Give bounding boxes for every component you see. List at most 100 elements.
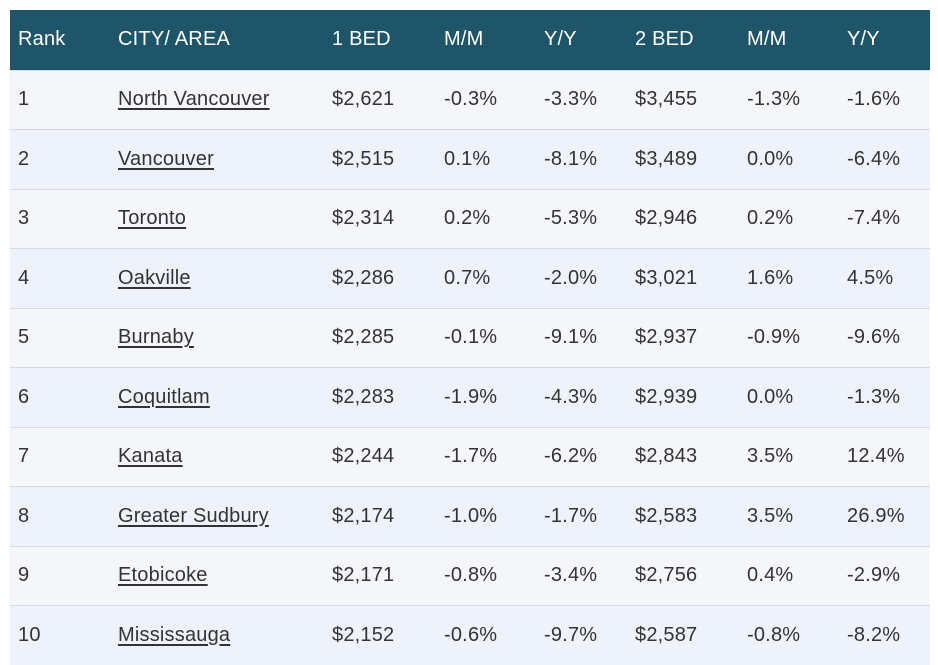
bed2-yy-cell: -1.6% <box>847 88 901 111</box>
table-row: 3 Toronto $2,314 0.2% -5.3% $2,946 0.2% … <box>10 189 930 249</box>
table-header: Rank CITY/ AREA 1 BED M/M Y/Y 2 BED M/M … <box>10 10 930 70</box>
bed1-mm-cell: 0.2% <box>444 207 491 230</box>
rank-cell: 10 <box>18 624 41 646</box>
table-row: 7 Kanata $2,244 -1.7% -6.2% $2,843 3.5% … <box>10 427 930 487</box>
bed2-mm-cell: 3.5% <box>747 445 794 468</box>
bed1-mm-cell: -0.1% <box>444 326 498 349</box>
bed1-price-cell: $2,174 <box>332 504 395 527</box>
bed1-mm-cell: 0.7% <box>444 266 491 289</box>
header-2-bed: 2 BED <box>635 28 694 51</box>
bed1-yy-cell: -1.7% <box>544 504 598 527</box>
bed2-yy-cell: -9.6% <box>847 326 901 349</box>
bed1-mm-cell: -1.7% <box>444 445 498 468</box>
city-link[interactable]: Kanata <box>118 445 183 468</box>
city-cell: Burnaby <box>110 308 324 368</box>
rank-cell: 9 <box>18 564 30 587</box>
city-cell: Mississauga <box>110 606 324 665</box>
city-link[interactable]: Greater Sudbury <box>118 504 269 527</box>
city-cell: Toronto <box>110 189 324 249</box>
rent-ranking-table: Rank CITY/ AREA 1 BED M/M Y/Y 2 BED M/M … <box>10 10 930 665</box>
bed1-yy-cell: -6.2% <box>544 445 598 468</box>
city-link[interactable]: Etobicoke <box>118 564 208 587</box>
bed2-yy-cell: 4.5% <box>847 266 894 289</box>
bed1-price-cell: $2,171 <box>332 564 395 587</box>
rank-cell: 2 <box>18 147 30 170</box>
header-2-bed-mm: M/M <box>747 28 787 51</box>
bed1-price-cell: $2,314 <box>332 207 395 230</box>
header-2-bed-yy: Y/Y <box>847 28 880 51</box>
bed2-price-cell: $2,937 <box>635 326 698 349</box>
header-row: Rank CITY/ AREA 1 BED M/M Y/Y 2 BED M/M … <box>10 10 930 70</box>
header-city-area: CITY/ AREA <box>118 28 231 51</box>
bed2-mm-cell: 1.6% <box>747 266 794 289</box>
bed1-yy-cell: -3.3% <box>544 88 598 111</box>
city-cell: Vancouver <box>110 130 324 190</box>
bed2-mm-cell: 0.0% <box>747 385 794 408</box>
city-link[interactable]: Mississauga <box>118 624 231 646</box>
bed1-mm-cell: -1.9% <box>444 385 498 408</box>
city-link[interactable]: Toronto <box>118 207 187 230</box>
bed1-mm-cell: -0.3% <box>444 88 498 111</box>
bed2-mm-cell: 0.2% <box>747 207 794 230</box>
bed2-mm-cell: -0.9% <box>747 326 801 349</box>
rank-cell: 4 <box>18 266 30 289</box>
bed2-price-cell: $2,939 <box>635 385 698 408</box>
city-link[interactable]: Coquitlam <box>118 385 210 408</box>
bed2-price-cell: $3,455 <box>635 88 698 111</box>
table-row: 9 Etobicoke $2,171 -0.8% -3.4% $2,756 0.… <box>10 546 930 606</box>
city-link[interactable]: Oakville <box>118 266 191 289</box>
table-body: 1 North Vancouver $2,621 -0.3% -3.3% $3,… <box>10 70 930 665</box>
rank-cell: 1 <box>18 88 30 111</box>
city-link[interactable]: Burnaby <box>118 326 194 349</box>
bed1-price-cell: $2,621 <box>332 88 395 111</box>
bed1-price-cell: $2,515 <box>332 147 395 170</box>
rank-cell: 3 <box>18 207 30 230</box>
city-cell: Coquitlam <box>110 368 324 428</box>
bed1-yy-cell: -4.3% <box>544 385 598 408</box>
header-1-bed-mm: M/M <box>444 28 484 51</box>
bed2-mm-cell: -1.3% <box>747 88 801 111</box>
bed2-mm-cell: 0.4% <box>747 564 794 587</box>
header-1-bed: 1 BED <box>332 28 391 51</box>
bed2-yy-cell: 12.4% <box>847 445 905 468</box>
bed1-price-cell: $2,244 <box>332 445 395 468</box>
city-cell: Oakville <box>110 249 324 309</box>
bed2-yy-cell: -1.3% <box>847 385 901 408</box>
rent-ranking-table-container: Rank CITY/ AREA 1 BED M/M Y/Y 2 BED M/M … <box>10 10 930 665</box>
bed2-price-cell: $2,756 <box>635 564 698 587</box>
city-link[interactable]: Vancouver <box>118 147 214 170</box>
bed2-yy-cell: 26.9% <box>847 504 905 527</box>
table-row: 8 Greater Sudbury $2,174 -1.0% -1.7% $2,… <box>10 486 930 547</box>
bed2-price-cell: $3,489 <box>635 147 698 170</box>
bed1-mm-cell: -0.6% <box>444 624 498 646</box>
bed1-mm-cell: -1.0% <box>444 504 498 527</box>
bed1-yy-cell: -5.3% <box>544 207 598 230</box>
city-link[interactable]: North Vancouver <box>118 88 270 111</box>
bed1-yy-cell: -9.1% <box>544 326 598 349</box>
table-row: 6 Coquitlam $2,283 -1.9% -4.3% $2,939 0.… <box>10 367 930 428</box>
bed2-yy-cell: -6.4% <box>847 147 901 170</box>
rank-cell: 8 <box>18 504 30 527</box>
bed1-yy-cell: -3.4% <box>544 564 598 587</box>
bed2-yy-cell: -2.9% <box>847 564 901 587</box>
bed2-price-cell: $3,021 <box>635 266 698 289</box>
bed1-yy-cell: -8.1% <box>544 147 598 170</box>
bed2-mm-cell: -0.8% <box>747 624 801 646</box>
table-row: 1 North Vancouver $2,621 -0.3% -3.3% $3,… <box>10 70 930 130</box>
table-row: 10 Mississauga $2,152 -0.6% -9.7% $2,587… <box>10 605 930 665</box>
bed2-price-cell: $2,587 <box>635 624 698 646</box>
bed1-price-cell: $2,286 <box>332 266 395 289</box>
bed2-yy-cell: -7.4% <box>847 207 901 230</box>
bed2-price-cell: $2,946 <box>635 207 698 230</box>
bed2-mm-cell: 3.5% <box>747 504 794 527</box>
city-cell: Greater Sudbury <box>110 487 324 547</box>
bed1-price-cell: $2,283 <box>332 385 395 408</box>
rank-cell: 6 <box>18 385 30 408</box>
bed1-yy-cell: -9.7% <box>544 624 598 646</box>
bed1-price-cell: $2,152 <box>332 624 395 646</box>
header-rank: Rank <box>18 28 66 51</box>
rank-cell: 7 <box>18 445 30 468</box>
bed1-price-cell: $2,285 <box>332 326 395 349</box>
bed2-price-cell: $2,843 <box>635 445 698 468</box>
city-cell: Kanata <box>110 427 324 487</box>
